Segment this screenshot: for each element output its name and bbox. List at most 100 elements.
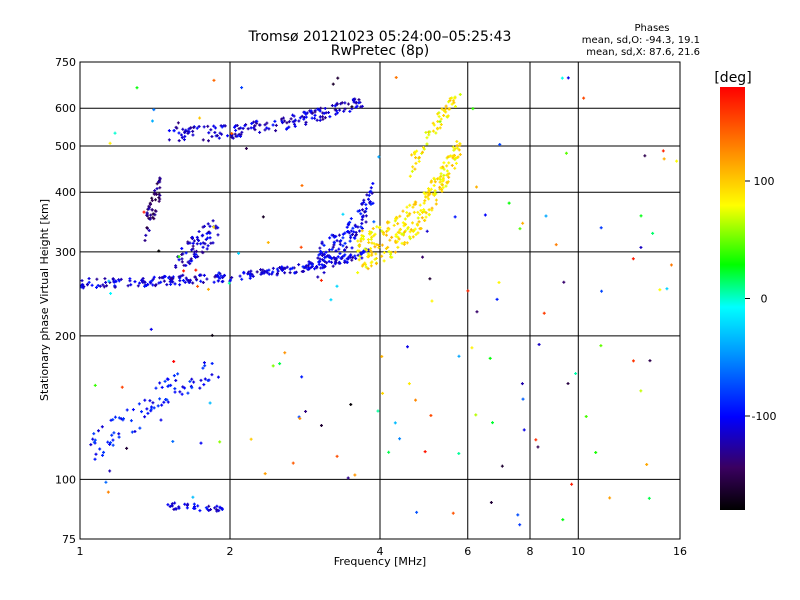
- y-tick-label: 100: [55, 473, 76, 486]
- data-point: [423, 192, 427, 196]
- data-point: [212, 124, 216, 128]
- data-point: [431, 129, 435, 133]
- data-point: [396, 230, 400, 234]
- data-point: [566, 382, 570, 386]
- data-point: [202, 125, 206, 129]
- data-point: [334, 249, 338, 253]
- data-point: [456, 155, 460, 159]
- data-point: [181, 278, 185, 282]
- data-point: [497, 280, 501, 284]
- data-point: [167, 129, 171, 133]
- data-point: [437, 115, 441, 119]
- data-point: [281, 116, 285, 120]
- data-point: [194, 255, 198, 259]
- data-point: [207, 131, 211, 135]
- data-point: [216, 273, 220, 277]
- data-point: [348, 220, 352, 224]
- data-point: [198, 509, 202, 513]
- data-point: [153, 213, 157, 217]
- data-point: [271, 364, 275, 368]
- data-point: [104, 280, 108, 284]
- data-point: [333, 104, 337, 108]
- data-point: [404, 222, 408, 226]
- data-point: [201, 366, 205, 370]
- data-point: [447, 175, 451, 179]
- data-point: [425, 229, 429, 233]
- data-point: [440, 179, 444, 183]
- data-point: [154, 283, 158, 287]
- data-point: [342, 109, 346, 113]
- data-point: [217, 509, 221, 513]
- data-point: [92, 440, 96, 444]
- data-point: [442, 114, 446, 118]
- data-point: [360, 256, 364, 260]
- data-point: [600, 289, 604, 293]
- data-point: [126, 284, 130, 288]
- data-point: [475, 185, 479, 189]
- data-point: [149, 281, 153, 285]
- data-point: [220, 506, 224, 510]
- data-point: [339, 256, 343, 260]
- colorbar-label: [deg]: [714, 70, 751, 86]
- data-point: [584, 414, 588, 418]
- data-point: [331, 233, 335, 237]
- data-point: [661, 149, 665, 153]
- data-point: [354, 230, 358, 234]
- data-point: [421, 255, 425, 259]
- data-point: [265, 126, 269, 130]
- data-point: [408, 235, 412, 239]
- data-point: [121, 417, 125, 421]
- data-point: [416, 223, 420, 227]
- data-point: [89, 443, 93, 447]
- data-point: [165, 398, 169, 402]
- data-point: [244, 147, 248, 151]
- stats-x-line: mean, sd,X: 87.6, 21.6: [586, 47, 700, 58]
- data-point: [422, 201, 426, 205]
- data-point: [446, 114, 450, 118]
- data-point: [411, 205, 415, 209]
- data-point: [255, 270, 259, 274]
- data-point: [138, 426, 142, 430]
- data-point: [424, 130, 428, 134]
- y-tick-label: 75: [62, 533, 76, 546]
- data-point: [206, 139, 210, 143]
- data-point: [210, 361, 214, 365]
- data-point: [373, 245, 377, 249]
- data-point: [417, 159, 421, 163]
- data-point: [249, 437, 253, 441]
- data-point: [214, 226, 218, 230]
- data-point: [451, 511, 455, 515]
- y-tick-label: 400: [55, 186, 76, 199]
- data-point: [520, 382, 524, 386]
- data-point: [536, 445, 540, 449]
- data-point: [212, 78, 216, 82]
- data-point: [283, 351, 287, 355]
- data-point: [218, 276, 222, 280]
- data-point: [141, 279, 145, 283]
- data-point: [310, 263, 314, 267]
- data-point: [100, 425, 104, 429]
- data-point: [451, 145, 455, 149]
- data-point: [562, 280, 566, 284]
- data-point: [351, 226, 355, 230]
- data-point: [356, 225, 360, 229]
- data-point: [599, 344, 603, 348]
- data-point: [388, 238, 392, 242]
- data-point: [101, 453, 105, 457]
- data-point: [534, 438, 538, 442]
- data-point: [137, 402, 141, 406]
- data-point: [521, 221, 525, 225]
- data-point: [648, 359, 652, 363]
- data-point: [411, 229, 415, 233]
- data-point: [188, 379, 192, 383]
- data-point: [390, 235, 394, 239]
- data-point: [218, 505, 222, 509]
- data-point: [201, 225, 205, 229]
- data-point: [471, 107, 475, 111]
- data-point: [441, 176, 445, 180]
- data-point: [259, 272, 263, 276]
- data-point: [303, 110, 307, 114]
- data-point: [111, 438, 115, 442]
- data-point: [386, 220, 390, 224]
- data-point: [90, 283, 94, 287]
